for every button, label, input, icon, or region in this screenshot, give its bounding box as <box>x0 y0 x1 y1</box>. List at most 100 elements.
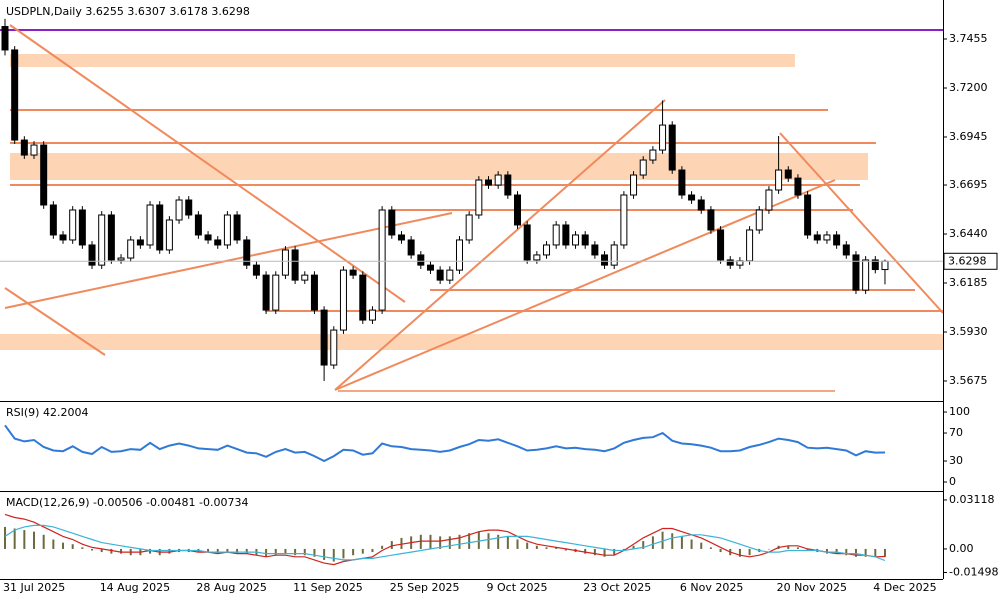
macd-bar <box>535 545 538 549</box>
open-value: 3.6255 <box>85 5 124 18</box>
candle-body <box>388 209 396 236</box>
macd-bar <box>294 548 297 556</box>
macd-bar <box>748 548 751 556</box>
y-tick-label: 30 <box>949 454 963 467</box>
x-tick-label: 20 Nov 2025 <box>777 581 847 594</box>
x-tick-label: 25 Sep 2025 <box>390 581 460 594</box>
macd-bar <box>690 539 693 549</box>
macd-bar <box>680 536 683 549</box>
candle-body <box>620 194 628 246</box>
candle-body <box>78 209 86 246</box>
macd-bar <box>709 547 712 549</box>
macd-bar <box>429 534 432 549</box>
candle-body <box>494 174 502 186</box>
marks: 3.7455 3.7200 3.6945 3.6695 3.6440 3.6185 3.59… <box>0 18 998 594</box>
candle-body <box>823 234 831 241</box>
y-tick-label: 3.6185 <box>949 276 988 289</box>
macd-bar <box>274 548 277 556</box>
candle-body <box>30 144 38 156</box>
x-tick-label: 9 Oct 2025 <box>487 581 548 594</box>
candle-body <box>813 234 821 241</box>
price-label-box <box>943 252 998 270</box>
macd-line <box>4 524 886 562</box>
candle-body <box>833 234 841 246</box>
indicator-name: RSI(9) <box>6 406 39 419</box>
candle-body <box>368 309 376 321</box>
candle-body <box>397 234 405 241</box>
candle-body <box>726 259 734 266</box>
macd-bar <box>468 533 471 549</box>
macd-bar <box>738 548 741 557</box>
candle-body <box>272 274 280 311</box>
price-label: 3.6298 <box>948 254 987 267</box>
zone <box>10 54 795 67</box>
trend-line <box>334 99 666 391</box>
macd-bar <box>52 539 55 549</box>
y-tick-label: 0 <box>949 475 956 488</box>
candle-body <box>223 214 231 246</box>
candle-body <box>175 199 183 221</box>
y-tick-label: 0.00 <box>949 542 974 555</box>
low-value: 3.6178 <box>169 5 208 18</box>
y-tick-label: 3.5930 <box>949 325 988 338</box>
zone <box>0 334 943 350</box>
macd-bar <box>477 531 480 549</box>
candle-body <box>107 214 115 261</box>
macd-bar <box>825 548 828 554</box>
macd-bar <box>352 548 355 556</box>
candle-body <box>862 259 870 291</box>
rsi-line <box>4 424 886 463</box>
macd-bar <box>245 548 248 554</box>
signal-value: -0.00481 <box>146 496 195 509</box>
candle-body <box>455 239 463 271</box>
candle-body <box>775 169 783 191</box>
candle-body <box>252 264 260 276</box>
candle-body <box>552 224 560 246</box>
candle-body <box>339 269 347 331</box>
macd-bar <box>497 534 500 549</box>
y-tick-label: 3.6695 <box>949 178 988 191</box>
candle-body <box>436 269 444 281</box>
candle-body <box>49 204 57 236</box>
candle-body <box>88 244 96 266</box>
macd-bar <box>526 542 529 549</box>
zone <box>10 153 868 180</box>
candle-body <box>765 189 773 211</box>
macd-bar <box>400 537 403 549</box>
candle-body <box>523 224 531 261</box>
trend-lines <box>4 24 944 392</box>
macd-bar <box>700 542 703 549</box>
candle-body <box>185 199 193 216</box>
macd-bar <box>371 548 374 553</box>
macd-title: MACD(12,26,9) -0.00506 -0.00481 -0.00734 <box>6 496 248 509</box>
macd-bar <box>91 548 94 551</box>
macd-bar <box>381 545 384 549</box>
macd-bar <box>622 548 625 551</box>
y-tick-label: 0.03118 <box>949 493 995 506</box>
candle-body <box>794 177 802 196</box>
macd-bar <box>487 533 490 549</box>
macd-bar <box>564 548 567 551</box>
candle-body <box>504 174 512 196</box>
candle-body <box>156 204 164 251</box>
candle-body <box>378 209 386 311</box>
macd-bar <box>284 548 287 554</box>
candle-body <box>262 274 270 311</box>
macd-bar <box>787 545 790 549</box>
candle-body <box>842 244 850 256</box>
candle-body <box>784 169 792 179</box>
candle-body <box>194 214 202 236</box>
macd-value: -0.00506 <box>93 496 142 509</box>
candle-body <box>475 179 483 216</box>
candle-body <box>543 244 551 256</box>
candle-body <box>581 234 589 246</box>
macd-bar <box>303 548 306 556</box>
macd-bar <box>207 548 210 553</box>
macd-bar <box>661 531 664 549</box>
candle-body <box>1 26 9 51</box>
macd-bar <box>845 548 848 556</box>
trend-line <box>779 132 944 314</box>
candle-body <box>301 274 309 281</box>
